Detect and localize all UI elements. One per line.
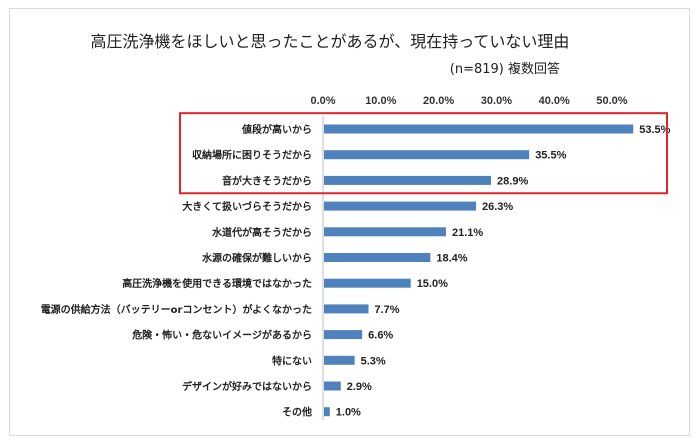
bar [324, 175, 492, 185]
bar [324, 304, 369, 314]
chart-frame [9, 8, 690, 436]
data-label: 5.3% [361, 355, 386, 367]
category-label: 特にない [272, 354, 312, 367]
category-label: その他 [282, 406, 312, 419]
category-label: 大きくて扱いづらそうだから [182, 200, 312, 213]
bar [324, 407, 330, 417]
x-tick-label: 10.0% [365, 95, 396, 107]
data-label: 6.6% [368, 330, 393, 342]
data-label: 26.3% [482, 201, 513, 213]
x-tick-label: 50.0% [596, 95, 627, 107]
chart-subtitle: (n=819) 複数回答 [449, 62, 560, 77]
highlight-box [179, 112, 668, 195]
data-label: 7.7% [375, 304, 400, 316]
bar [324, 355, 355, 365]
data-label: 35.5% [535, 150, 566, 162]
category-label: 危険・怖い・危ないイメージがあるから [132, 329, 312, 342]
category-label: デザインが好みではないから [182, 380, 312, 393]
bar [324, 330, 363, 340]
category-label: 収納場所に困りそうだから [192, 149, 312, 162]
bar [324, 227, 446, 237]
data-label: 15.0% [417, 278, 448, 290]
chart-title: 高圧洗浄機をほしいと思ったことがあるが、現在持っていない理由 [0, 28, 700, 52]
bar [324, 253, 431, 262]
data-label: 1.0% [336, 407, 361, 419]
bar [324, 278, 411, 288]
bar [324, 150, 530, 160]
x-tick-label: 0.0% [310, 95, 335, 107]
x-tick-label: 20.0% [423, 95, 454, 107]
bar [324, 381, 341, 391]
bar [324, 124, 634, 134]
category-label: 音が大きそうだから [222, 174, 312, 187]
data-label: 2.9% [347, 381, 372, 393]
x-tick-label: 30.0% [481, 95, 512, 107]
data-label: 53.5% [639, 124, 670, 136]
data-label: 18.4% [436, 253, 467, 265]
category-label: 値段が高いから [241, 123, 312, 136]
bar [324, 201, 477, 211]
data-label: 21.1% [452, 227, 483, 239]
category-label: 水源の確保が難しいから [201, 252, 312, 265]
data-label: 28.9% [497, 175, 528, 187]
category-label: 高圧洗浄機を使用できる環境ではなかった [122, 277, 312, 290]
category-label: 水道代が高そうだから [211, 226, 312, 239]
chart-title-text: 高圧洗浄機をほしいと思ったことがあるが、現在持っていない理由 [90, 32, 570, 51]
category-label: 電源の供給方法（バッテリーorコンセント）がよくなかった [41, 303, 312, 316]
x-tick-label: 40.0% [539, 95, 570, 107]
